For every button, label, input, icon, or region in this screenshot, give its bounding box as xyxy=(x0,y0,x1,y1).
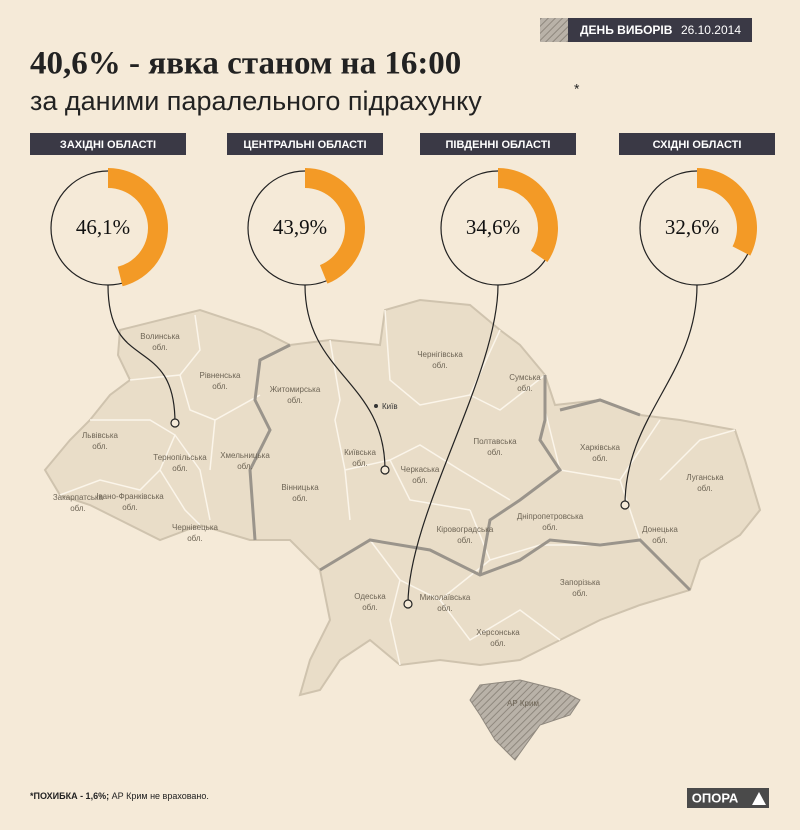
macro-borders xyxy=(248,343,692,592)
oblast-suffix: обл. xyxy=(457,536,473,545)
oblast-suffix: обл. xyxy=(490,639,506,648)
oblast-name: Миколаївська xyxy=(420,593,471,602)
oblast-suffix: обл. xyxy=(237,462,253,471)
footnote-bold: *ПОХИБКА - 1,6%; xyxy=(30,791,109,801)
badge-hatch xyxy=(540,18,570,42)
oblast-name: Вінницька xyxy=(281,483,319,492)
oblast-suffix: обл. xyxy=(292,494,308,503)
oblast-suffix: обл. xyxy=(697,484,713,493)
region-label: СХІДНІ ОБЛАСТІ xyxy=(653,139,742,151)
turnout-value: 34,6% xyxy=(466,215,520,239)
oblast-suffix: обл. xyxy=(172,464,188,473)
oblast-suffix: обл. xyxy=(70,504,86,513)
oblast-name: Запорізька xyxy=(560,578,601,587)
title: 40,6% - явка станом на 16:00 xyxy=(30,46,461,82)
oblast-name: Харківська xyxy=(580,443,621,452)
oblast-name: Полтавська xyxy=(473,437,517,446)
oblast-suffix: обл. xyxy=(287,396,303,405)
footnote-text: АР Крим не враховано. xyxy=(112,791,209,801)
oblast-name: Чернівецька xyxy=(172,523,218,532)
oblast-name: Івано-Франківська xyxy=(96,492,164,501)
oblast-suffix: обл. xyxy=(517,384,533,393)
region-label: ЦЕНТРАЛЬНІ ОБЛАСТІ xyxy=(243,139,366,151)
oblast-suffix: обл. xyxy=(412,476,428,485)
region-label-box xyxy=(30,133,186,155)
leader-dot xyxy=(620,500,630,510)
turnout-value: 43,9% xyxy=(273,215,327,239)
logo-box xyxy=(687,788,769,808)
oblast-name: Дніпропетровська xyxy=(517,512,584,521)
capital-label: Київ xyxy=(382,402,398,411)
oblast-suffix: обл. xyxy=(437,604,453,613)
turnout-arc xyxy=(498,168,558,263)
map-outline xyxy=(43,298,762,697)
region-label-box xyxy=(619,133,775,155)
region-label: ПІВДЕННІ ОБЛАСТІ xyxy=(446,139,551,151)
subtitle: за даними паралельного підрахунку xyxy=(30,86,482,116)
oblast-suffix: обл. xyxy=(352,459,368,468)
date: 26.10.2014 xyxy=(681,23,741,37)
leader-line xyxy=(304,284,386,471)
oblast-name: Одеська xyxy=(354,592,386,601)
leader-dot xyxy=(403,599,413,609)
oblast-suffix: обл. xyxy=(572,589,588,598)
leader-dot xyxy=(380,465,390,475)
turnout-arc xyxy=(108,168,168,287)
date-badge xyxy=(568,18,752,42)
oblast-name: Тернопільська xyxy=(153,453,207,462)
oblast-name: Сумська xyxy=(509,373,541,382)
oblast-name: Львівська xyxy=(82,431,118,440)
crimea xyxy=(469,679,581,761)
oblast-name: Київська xyxy=(344,448,376,457)
capital-dot xyxy=(374,404,378,408)
oblast-name: Хмельницька xyxy=(220,451,270,460)
map: АР Крим Київ Волинська обл. Рівненська обл.… xyxy=(43,298,762,761)
footnote: *ПОХИБКА - 1,6%; АР Крим не враховано. xyxy=(30,791,209,801)
oblast-suffix: обл. xyxy=(212,382,228,391)
leader-line xyxy=(107,284,176,424)
oblast-name: Житомирська xyxy=(270,385,321,394)
oblast-name: Донецька xyxy=(642,525,678,534)
oblast-suffix: обл. xyxy=(542,523,558,532)
oblast-name: Закарпатська xyxy=(53,493,104,502)
oblast-name: Луганська xyxy=(686,473,724,482)
turnout-arc xyxy=(697,168,758,256)
oblast-suffix: обл. xyxy=(92,442,108,451)
leader-line xyxy=(624,284,698,506)
crimea-label: АР Крим xyxy=(507,699,539,708)
leader-line xyxy=(407,284,499,605)
oblast-name: Рівненська xyxy=(200,371,241,380)
oblast-suffix: обл. xyxy=(432,361,448,370)
turnout-value: 46,1% xyxy=(76,215,130,239)
oblast-suffix: обл. xyxy=(592,454,608,463)
oblast-name: Кіровоградська xyxy=(437,525,494,534)
region-label-box xyxy=(227,133,383,155)
oblast-name: Черкаська xyxy=(401,465,440,474)
turnout-value: 32,6% xyxy=(665,215,719,239)
oblast-suffix: обл. xyxy=(187,534,203,543)
oblast-suffix: обл. xyxy=(122,503,138,512)
date-label: ДЕНЬ ВИБОРІВ xyxy=(580,23,673,37)
oblast-name: Херсонська xyxy=(476,628,520,637)
oblast-name: Чернігівська xyxy=(417,350,463,359)
region-label-box xyxy=(420,133,576,155)
turnout-arc xyxy=(305,168,366,284)
logo: ОПОРА xyxy=(692,790,739,805)
oblast-suffix: обл. xyxy=(152,343,168,352)
leader-dot xyxy=(170,418,180,428)
asterisk: * xyxy=(574,81,580,97)
oblast-suffix: обл. xyxy=(362,603,378,612)
logo-icon xyxy=(752,792,766,805)
region-label: ЗАХІДНІ ОБЛАСТІ xyxy=(60,139,156,151)
oblast-suffix: обл. xyxy=(652,536,668,545)
oblast-name: Волинська xyxy=(140,332,180,341)
oblast-suffix: обл. xyxy=(487,448,503,457)
